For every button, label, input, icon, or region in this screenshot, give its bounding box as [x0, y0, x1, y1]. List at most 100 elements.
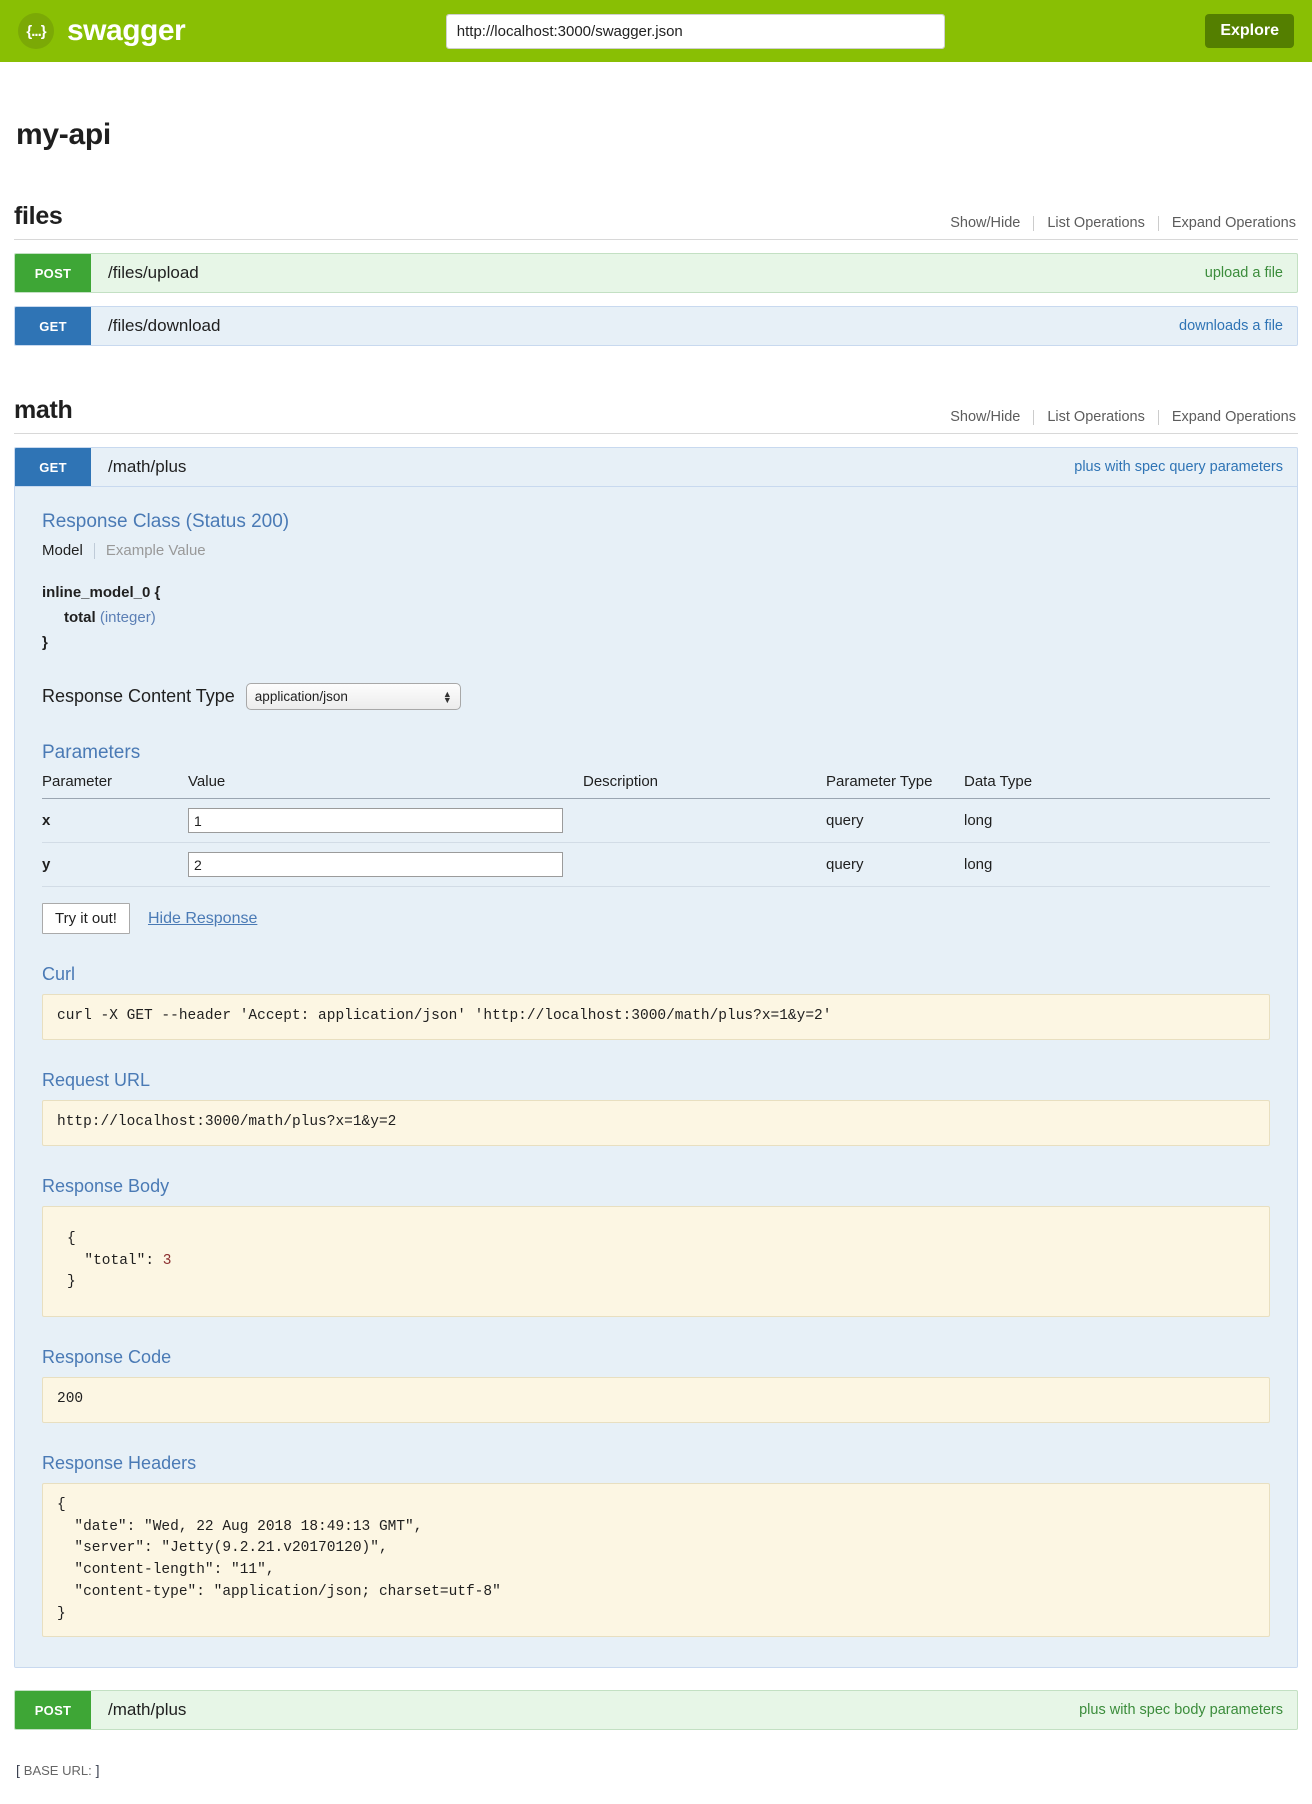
- param-input-x[interactable]: [188, 808, 563, 834]
- options-divider: [1033, 409, 1035, 425]
- response-content-type-value: application/json: [254, 689, 348, 705]
- model-signature: inline_model_0 { total (integer) }: [42, 581, 1270, 655]
- swagger-logo[interactable]: {...} swagger: [18, 13, 186, 49]
- options-divider: [1157, 409, 1159, 425]
- base-url-label: BASE URL:: [23, 1763, 92, 1779]
- operation-header[interactable]: POST /files/upload upload a file: [15, 254, 1297, 292]
- resource-options-math: Show/Hide List Operations Expand Operati…: [937, 409, 1298, 425]
- page-content: my-api files Show/Hide List Operations E…: [0, 118, 1312, 1804]
- operation-path[interactable]: /math/plus: [108, 457, 187, 476]
- json-close-brace: }: [67, 1274, 76, 1291]
- resource-files: files Show/Hide List Operations Expand O…: [14, 202, 1298, 346]
- param-type-y: query: [826, 842, 964, 888]
- show-hide-link[interactable]: Show/Hide: [950, 409, 1021, 425]
- operation-get-files-download[interactable]: GET /files/download downloads a file: [14, 306, 1298, 346]
- operation-header[interactable]: POST /math/plus plus with spec body para…: [15, 1691, 1297, 1730]
- resource-title-math[interactable]: math: [14, 396, 73, 425]
- table-row: y query long: [42, 842, 1270, 888]
- param-name-y: y: [42, 842, 188, 888]
- operation-summary[interactable]: plus with spec query parameters: [1074, 448, 1297, 486]
- param-input-y[interactable]: [188, 852, 563, 878]
- operation-summary[interactable]: downloads a file: [1179, 307, 1297, 345]
- hide-response-link[interactable]: Hide Response: [147, 909, 258, 927]
- parameters-table: Parameter Value Description Parameter Ty…: [42, 773, 1270, 888]
- method-badge: POST: [15, 1691, 91, 1730]
- method-badge: POST: [15, 254, 91, 292]
- response-body-title: Response Body: [42, 1175, 170, 1196]
- param-name-x: x: [42, 798, 188, 844]
- list-operations-link[interactable]: List Operations: [1047, 409, 1145, 425]
- column-data-type: Data Type: [964, 773, 1270, 800]
- spec-url-form: [185, 13, 1205, 49]
- tab-model[interactable]: Model: [42, 542, 83, 559]
- spec-url-input[interactable]: [445, 13, 945, 49]
- operation-post-math-plus[interactable]: POST /math/plus plus with spec body para…: [14, 1690, 1298, 1731]
- operation-header[interactable]: GET /math/plus plus with spec query para…: [15, 448, 1297, 486]
- response-body-value: { "total": 3 }: [42, 1205, 1270, 1317]
- method-badge: GET: [15, 307, 91, 345]
- operation-actions: Try it out! Hide Response: [42, 903, 1270, 935]
- model-property-name: total: [64, 608, 96, 626]
- method-badge: GET: [15, 448, 91, 486]
- model-property-type: (integer): [99, 608, 156, 626]
- operation-summary-link[interactable]: upload a file: [1204, 265, 1283, 281]
- options-divider: [1033, 215, 1035, 231]
- model-name: inline_model_0 {: [42, 584, 161, 601]
- resource-header: files Show/Hide List Operations Expand O…: [14, 202, 1298, 240]
- response-code-title: Response Code: [42, 1347, 172, 1367]
- table-row: x query long: [42, 798, 1270, 844]
- expand-operations-link[interactable]: Expand Operations: [1171, 215, 1296, 231]
- resource-title-files[interactable]: files: [14, 202, 63, 231]
- response-content-type-label: Response Content Type: [42, 686, 235, 707]
- request-url-title: Request URL: [42, 1070, 151, 1090]
- operation-path[interactable]: /files/download: [108, 316, 221, 335]
- operation-summary[interactable]: upload a file: [1205, 254, 1297, 292]
- try-it-out-button[interactable]: Try it out!: [42, 903, 130, 935]
- explore-button[interactable]: Explore: [1205, 14, 1294, 48]
- column-parameter: Parameter: [42, 773, 188, 800]
- json-open-brace: {: [67, 1230, 76, 1247]
- param-value-cell: [188, 842, 583, 888]
- curl-command: curl -X GET --header 'Accept: applicatio…: [42, 994, 1270, 1040]
- response-code-value: 200: [42, 1377, 1270, 1423]
- tab-divider: [93, 542, 95, 559]
- list-operations-link[interactable]: List Operations: [1047, 215, 1145, 231]
- operation-path[interactable]: /files/upload: [108, 263, 199, 282]
- expand-operations-link[interactable]: Expand Operations: [1171, 409, 1296, 425]
- response-content-type-select[interactable]: application/json ▲ ▼: [245, 683, 461, 711]
- response-headers-title: Response Headers: [42, 1452, 197, 1473]
- footer-open-bracket: [: [16, 1762, 20, 1779]
- operation-get-math-plus[interactable]: GET /math/plus plus with spec query para…: [14, 447, 1298, 1669]
- model-property-row: total (integer): [42, 606, 1270, 631]
- operation-summary[interactable]: plus with spec body parameters: [1079, 1691, 1297, 1729]
- footer-base-url: [ BASE URL: ]: [16, 1750, 1298, 1804]
- show-hide-link[interactable]: Show/Hide: [950, 215, 1021, 231]
- brand-label: swagger: [67, 14, 186, 47]
- chevron-updown-icon: ▲ ▼: [442, 688, 452, 705]
- table-header-row: Parameter Value Description Parameter Ty…: [42, 773, 1270, 800]
- resource-title-link[interactable]: files: [14, 202, 63, 230]
- param-value-cell: [188, 798, 583, 844]
- tab-example-value[interactable]: Example Value: [105, 542, 206, 559]
- column-parameter-type: Parameter Type: [826, 773, 964, 800]
- param-description-x: [583, 798, 826, 844]
- resource-title-link[interactable]: math: [14, 396, 73, 424]
- operation-summary-link[interactable]: plus with spec body parameters: [1079, 1702, 1283, 1719]
- response-class-title: Response Class (Status 200): [42, 511, 290, 532]
- param-datatype-x: long: [964, 798, 1270, 844]
- request-url-value: http://localhost:3000/math/plus?x=1&y=2: [42, 1100, 1270, 1146]
- resource-math: math Show/Hide List Operations Expand Op…: [14, 396, 1298, 1731]
- operation-summary-link[interactable]: downloads a file: [1179, 318, 1283, 334]
- json-key-total: "total":: [67, 1252, 163, 1269]
- curl-title: Curl: [42, 964, 76, 985]
- operation-summary-link[interactable]: plus with spec query parameters: [1074, 459, 1283, 475]
- resource-options-files: Show/Hide List Operations Expand Operati…: [937, 215, 1298, 231]
- options-divider: [1157, 215, 1159, 231]
- operation-path[interactable]: /math/plus: [108, 1700, 187, 1720]
- top-bar: {...} swagger Explore: [0, 0, 1312, 62]
- operation-header[interactable]: GET /files/download downloads a file: [15, 307, 1297, 345]
- operation-post-files-upload[interactable]: POST /files/upload upload a file: [14, 253, 1298, 293]
- param-type-x: query: [826, 798, 964, 844]
- resource-header: math Show/Hide List Operations Expand Op…: [14, 396, 1298, 434]
- response-content-type-row: Response Content Type application/json ▲…: [42, 683, 1270, 711]
